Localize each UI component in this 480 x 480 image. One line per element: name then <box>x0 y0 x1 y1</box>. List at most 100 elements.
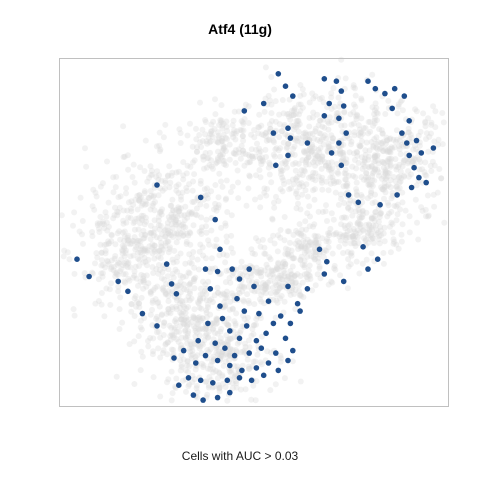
background-cell-point <box>341 135 348 142</box>
background-cell-point <box>213 349 220 356</box>
background-cell-point <box>181 317 188 324</box>
background-cell-point <box>232 347 239 353</box>
background-cell-point <box>214 316 221 323</box>
background-cell-point <box>207 131 214 137</box>
background-cell-point <box>121 228 128 235</box>
background-cell-point <box>253 264 260 271</box>
background-cell-point <box>280 177 287 184</box>
background-cell-point <box>227 279 234 286</box>
background-cell-point <box>200 341 206 348</box>
background-cell-point <box>353 186 360 192</box>
background-cell-point <box>200 364 207 370</box>
background-cell-point <box>223 332 230 339</box>
background-cell-point <box>157 146 164 153</box>
background-cell-point <box>141 221 148 228</box>
background-cell-point <box>316 117 323 124</box>
background-cell-point <box>265 164 272 171</box>
background-cell-point <box>161 320 168 326</box>
background-cell-point <box>233 380 240 387</box>
background-cell-point <box>412 106 419 113</box>
background-cell-point <box>301 168 308 175</box>
background-cell-point <box>388 195 395 202</box>
background-cell-point <box>362 236 369 243</box>
background-cell-point <box>296 135 302 142</box>
background-cell-point <box>231 150 238 157</box>
background-cell-point <box>194 321 201 327</box>
background-cell-point <box>376 145 383 152</box>
background-cell-point <box>288 185 294 192</box>
background-cell-point <box>284 250 291 257</box>
background-cell-point <box>175 208 182 214</box>
background-cell-point <box>236 290 243 297</box>
background-cell-point <box>290 255 297 262</box>
background-cell-point <box>144 248 151 255</box>
active-cell-point <box>365 78 371 84</box>
background-cell-point <box>358 129 365 136</box>
background-cell-point <box>299 104 306 111</box>
background-cell-point <box>387 177 394 184</box>
active-cell-point <box>176 382 182 389</box>
background-cell-point <box>314 153 321 160</box>
background-cell-point <box>254 270 261 277</box>
background-cell-point <box>216 384 223 391</box>
background-cell-point <box>131 268 138 275</box>
background-cell-point <box>303 181 310 188</box>
background-cell-point <box>291 273 298 280</box>
background-cell-point <box>371 240 377 246</box>
active-cell-point <box>304 140 311 146</box>
background-cell-point <box>417 128 424 135</box>
background-cell-point <box>416 142 423 149</box>
background-cell-point <box>373 134 380 141</box>
background-cell-point <box>190 314 197 321</box>
background-cell-point <box>376 240 383 247</box>
background-cell-point <box>146 174 152 181</box>
background-cell-point <box>162 179 169 186</box>
background-cell-point <box>203 223 209 230</box>
background-cell-point <box>245 151 252 158</box>
background-cell-point <box>257 174 264 181</box>
background-cell-point <box>260 280 266 286</box>
background-cell-point <box>353 148 360 155</box>
background-cell-point <box>439 110 446 116</box>
active-cell-point <box>345 192 352 198</box>
background-cell-point <box>351 150 357 157</box>
background-cell-point <box>161 276 168 283</box>
background-cell-point <box>325 145 332 152</box>
background-cell-point <box>199 290 206 297</box>
background-cell-point <box>173 303 180 310</box>
background-cell-point <box>277 145 284 152</box>
background-cell-point <box>240 147 247 154</box>
background-cell-point <box>385 155 392 162</box>
background-cell-point <box>124 152 131 159</box>
background-cell-point <box>252 196 258 203</box>
background-cell-point <box>310 109 317 116</box>
background-cell-point <box>265 92 272 99</box>
active-cell-point <box>290 93 296 99</box>
background-cell-point <box>305 248 312 255</box>
background-cell-point <box>302 134 309 141</box>
background-cell-point <box>203 297 210 304</box>
background-cell-point <box>338 157 345 164</box>
background-cell-point <box>308 149 315 156</box>
background-cell-point <box>127 215 134 222</box>
background-cell-point <box>169 256 176 263</box>
background-cell-point <box>325 141 332 147</box>
background-cell-point <box>284 144 291 151</box>
background-cell-point <box>182 328 189 335</box>
background-cell-point <box>205 155 212 161</box>
background-cell-point <box>372 209 379 216</box>
background-cell-point <box>229 271 236 278</box>
background-cell-point <box>329 250 336 257</box>
background-cell-point <box>256 167 263 174</box>
background-cell-point <box>374 166 381 173</box>
background-cell-point <box>214 157 221 163</box>
background-cell-point <box>149 203 156 209</box>
background-cell-point <box>262 285 269 292</box>
background-cell-point <box>217 335 224 342</box>
background-cell-point <box>357 221 364 228</box>
background-cell-point <box>171 247 178 254</box>
background-cell-point <box>391 202 398 209</box>
background-cell-point <box>132 196 139 203</box>
background-cell-point <box>303 161 309 168</box>
background-cell-point <box>256 155 263 162</box>
